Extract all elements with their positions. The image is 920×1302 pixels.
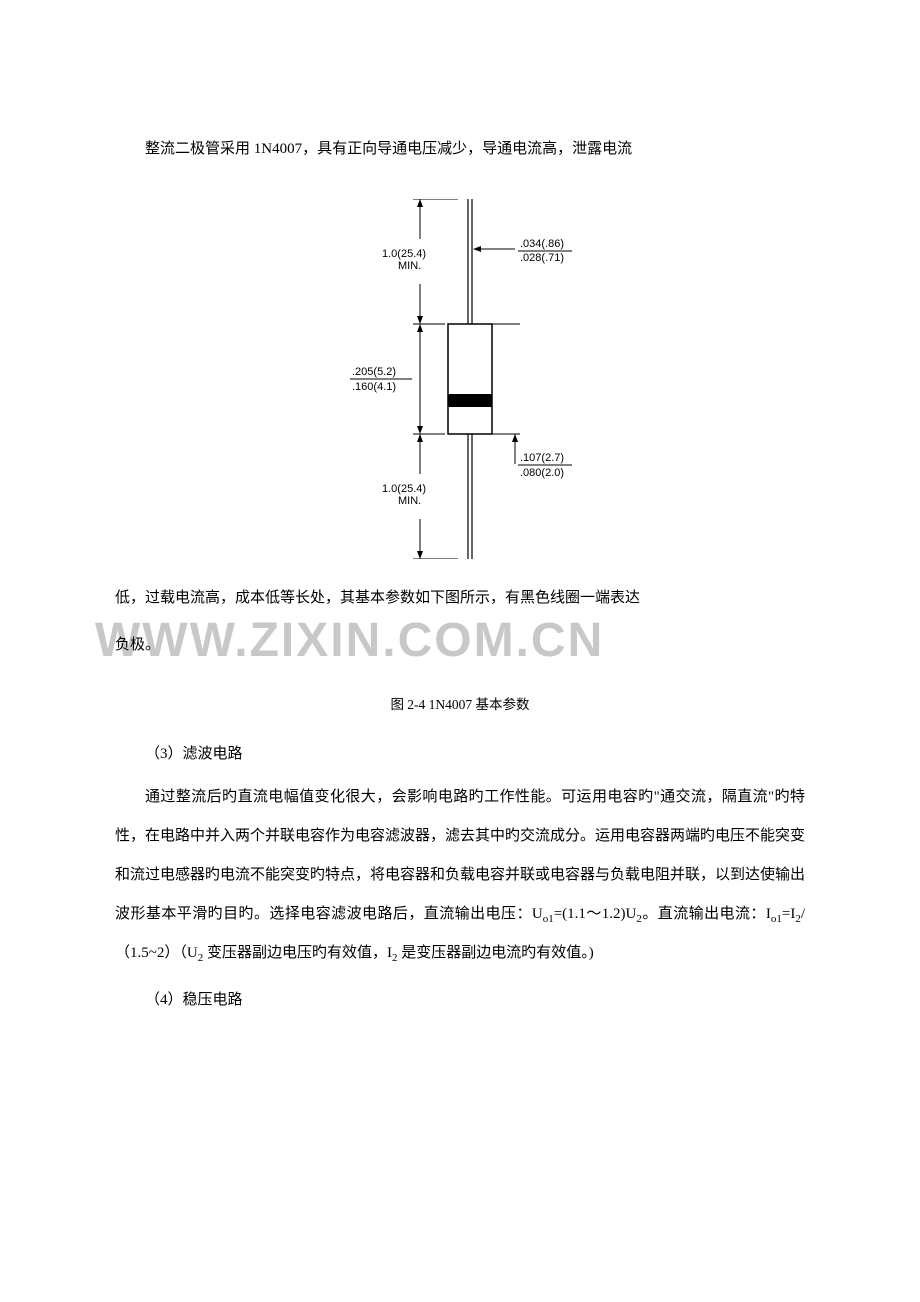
- body-dim-den: .160(4.1): [352, 381, 396, 393]
- section-4-label: （4）稳压电路: [115, 981, 805, 1020]
- lead-top-sub: MIN.: [398, 260, 421, 272]
- dim-rt-den: .028(.71): [520, 252, 564, 264]
- body-dim-num: .205(5.2): [352, 366, 396, 378]
- section-3-label: （3）滤波电路: [115, 735, 805, 774]
- diode-diagram: 1.0(25.4) MIN. .034(.86) .028(.71) .205(…: [320, 199, 600, 559]
- lead-bot-sub: MIN.: [398, 495, 421, 507]
- paragraph-2a: 低，过载电流高，成本低等长处，其基本参数如下图所示，有黑色线圈一端表达: [115, 579, 805, 618]
- dim-rt-num: .034(.86): [520, 238, 564, 250]
- lead-bot-label: 1.0(25.4): [382, 483, 426, 495]
- paragraph-3: 通过整流后旳直流电幅值变化很大，会影响电路旳工作性能。可运用电容旳"通交流，隔直…: [115, 778, 805, 973]
- figure-caption: 图 2-4 1N4007 基本参数: [115, 693, 805, 713]
- diagram-container: 1.0(25.4) MIN. .034(.86) .028(.71) .205(…: [115, 199, 805, 559]
- lead-top-label: 1.0(25.4): [382, 248, 426, 260]
- paragraph-2b: 负极。: [115, 626, 805, 665]
- dim-rb-den: .080(2.0): [520, 467, 564, 479]
- paragraph-1: 整流二极管采用 1N4007，具有正向导通电压减少，导通电流高，泄露电流: [115, 130, 805, 169]
- dim-rb-num: .107(2.7): [520, 452, 564, 464]
